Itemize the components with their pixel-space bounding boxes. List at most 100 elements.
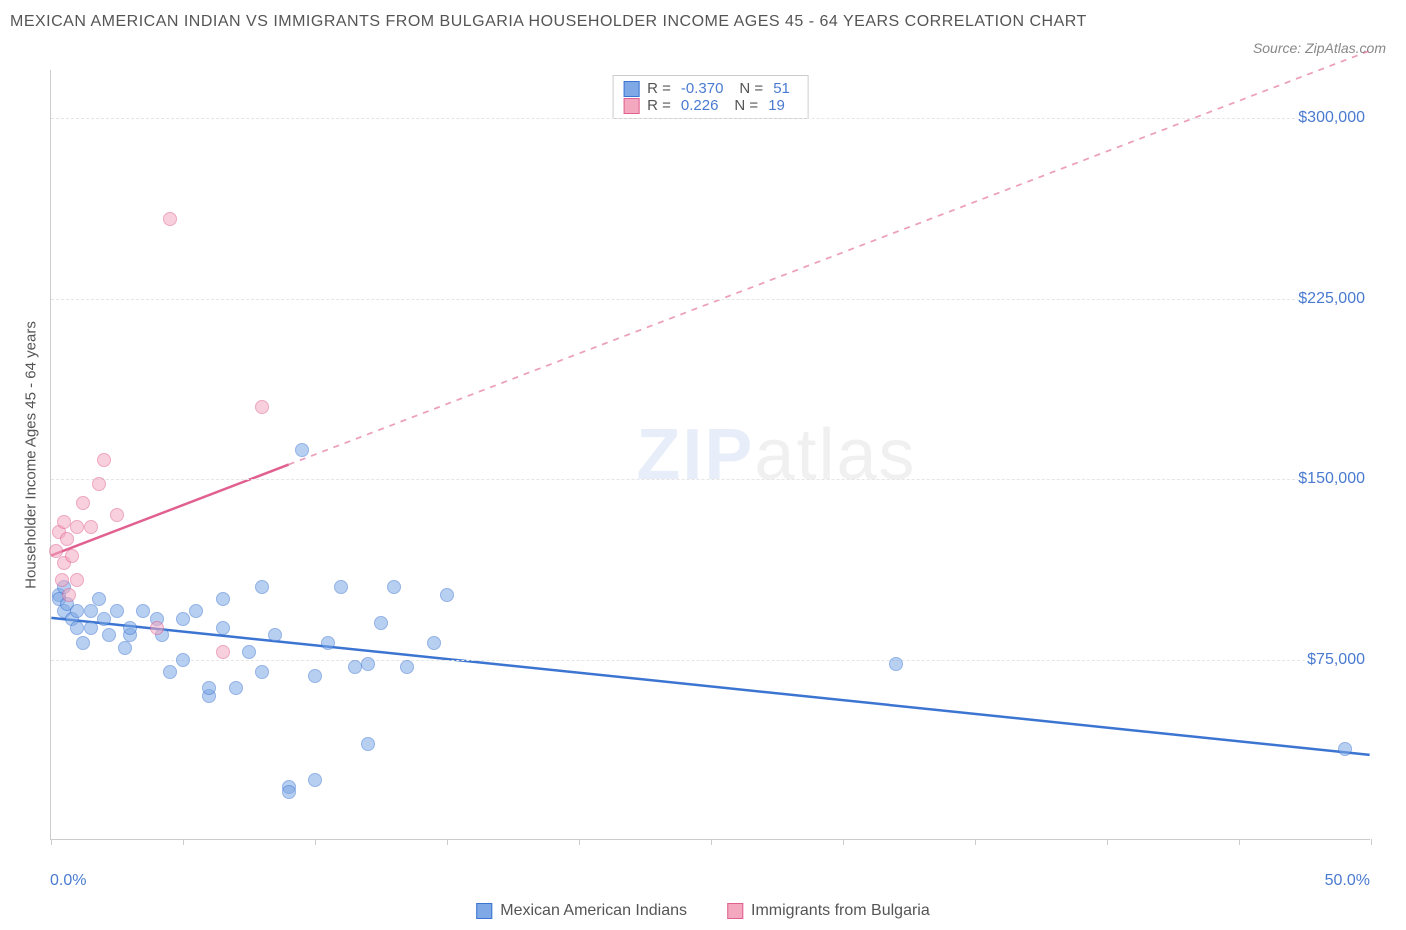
data-point <box>400 660 414 674</box>
x-tick <box>183 839 184 845</box>
data-point <box>102 628 116 642</box>
x-tick <box>711 839 712 845</box>
data-point <box>242 645 256 659</box>
data-point <box>1338 742 1352 756</box>
data-point <box>163 665 177 679</box>
data-point <box>308 669 322 683</box>
x-tick <box>447 839 448 845</box>
correlation-chart: MEXICAN AMERICAN INDIAN VS IMMIGRANTS FR… <box>10 10 1396 920</box>
data-point <box>110 508 124 522</box>
data-point <box>361 657 375 671</box>
x-axis-end-label: 50.0% <box>1325 872 1370 890</box>
data-point <box>321 636 335 650</box>
x-tick <box>51 839 52 845</box>
data-point <box>84 520 98 534</box>
data-point <box>374 616 388 630</box>
data-point <box>387 580 401 594</box>
y-axis-label: Householder Income Ages 45 - 64 years <box>23 321 40 589</box>
data-point <box>216 645 230 659</box>
r-label: R = <box>647 97 671 114</box>
x-tick <box>579 839 580 845</box>
data-point <box>150 621 164 635</box>
data-point <box>97 453 111 467</box>
data-point <box>57 515 71 529</box>
watermark: ZIPatlas <box>636 414 916 496</box>
data-point <box>189 604 203 618</box>
stats-row-s1: R = -0.370 N = 51 <box>623 80 798 97</box>
watermark-zip: ZIP <box>636 415 754 495</box>
data-point <box>136 604 150 618</box>
n-value-s2: 19 <box>768 97 785 114</box>
data-point <box>70 573 84 587</box>
legend-label-s2: Immigrants from Bulgaria <box>751 902 930 920</box>
data-point <box>295 443 309 457</box>
data-point <box>123 621 137 635</box>
y-tick-label: $75,000 <box>1307 651 1375 669</box>
watermark-atlas: atlas <box>754 415 916 495</box>
swatch-s1-bottom <box>476 903 492 919</box>
source-credit: Source: ZipAtlas.com <box>1253 40 1386 56</box>
data-point <box>70 520 84 534</box>
data-point <box>176 612 190 626</box>
data-point <box>282 785 296 799</box>
data-point <box>76 636 90 650</box>
data-point <box>92 477 106 491</box>
data-point <box>427 636 441 650</box>
data-point <box>348 660 362 674</box>
x-tick <box>1239 839 1240 845</box>
data-point <box>255 580 269 594</box>
data-point <box>163 212 177 226</box>
legend-item-s2: Immigrants from Bulgaria <box>727 902 930 920</box>
data-point <box>889 657 903 671</box>
gridline <box>51 299 1370 300</box>
data-point <box>268 628 282 642</box>
swatch-s2 <box>623 98 639 114</box>
n-label: N = <box>734 97 758 114</box>
data-point <box>84 621 98 635</box>
x-tick <box>1371 839 1372 845</box>
gridline <box>51 660 1370 661</box>
data-point <box>76 496 90 510</box>
data-point <box>255 400 269 414</box>
data-point <box>55 573 69 587</box>
data-point <box>70 604 84 618</box>
data-point <box>255 665 269 679</box>
swatch-s2-bottom <box>727 903 743 919</box>
data-point <box>62 588 76 602</box>
data-point <box>118 641 132 655</box>
series-legend: Mexican American Indians Immigrants from… <box>476 902 929 920</box>
gridline <box>51 118 1370 119</box>
stats-row-s2: R = 0.226 N = 19 <box>623 97 798 114</box>
data-point <box>334 580 348 594</box>
data-point <box>92 592 106 606</box>
y-tick-label: $300,000 <box>1298 109 1375 127</box>
data-point <box>216 621 230 635</box>
y-tick-label: $225,000 <box>1298 290 1375 308</box>
n-value-s1: 51 <box>773 80 790 97</box>
trend-lines <box>51 70 1370 839</box>
data-point <box>216 592 230 606</box>
data-point <box>110 604 124 618</box>
stats-legend: R = -0.370 N = 51 R = 0.226 N = 19 <box>612 75 809 119</box>
r-label: R = <box>647 80 671 97</box>
data-point <box>229 681 243 695</box>
x-axis-start-label: 0.0% <box>50 872 86 890</box>
data-point <box>70 621 84 635</box>
data-point <box>60 532 74 546</box>
x-tick <box>1107 839 1108 845</box>
x-tick <box>315 839 316 845</box>
swatch-s1 <box>623 81 639 97</box>
data-point <box>308 773 322 787</box>
data-point <box>361 737 375 751</box>
data-point <box>65 549 79 563</box>
data-point <box>84 604 98 618</box>
r-value-s1: -0.370 <box>681 80 724 97</box>
x-tick <box>843 839 844 845</box>
n-label: N = <box>739 80 763 97</box>
x-tick <box>975 839 976 845</box>
data-point <box>440 588 454 602</box>
gridline <box>51 479 1370 480</box>
legend-item-s1: Mexican American Indians <box>476 902 687 920</box>
data-point <box>202 681 216 695</box>
r-value-s2: 0.226 <box>681 97 719 114</box>
